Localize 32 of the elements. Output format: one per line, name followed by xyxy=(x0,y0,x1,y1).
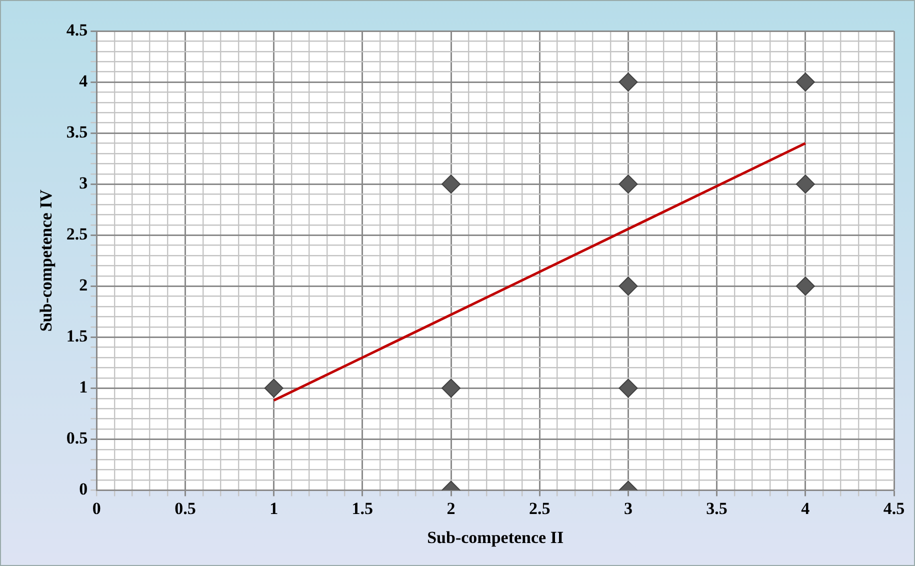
point xyxy=(796,72,815,92)
x-tick-label: 0 xyxy=(92,498,101,518)
point xyxy=(442,174,461,194)
y-tick-label: 1 xyxy=(79,378,88,397)
point xyxy=(264,378,284,398)
x-tick-label: 2 xyxy=(446,498,456,518)
x-tick-label: 0.5 xyxy=(174,498,196,518)
x-tick-label: 2.5 xyxy=(528,498,550,518)
y-tick-label: 2 xyxy=(79,276,88,294)
point xyxy=(618,174,638,194)
x-tick-label: 1.5 xyxy=(352,498,374,518)
y-tick-label: 2.5 xyxy=(66,224,88,244)
y-tick-label: 1.5 xyxy=(66,326,88,346)
y-axis-title: Sub-competence IV xyxy=(36,188,56,332)
point xyxy=(442,378,461,398)
x-tick-label: 3.5 xyxy=(706,498,728,518)
y-tick-label: 4.5 xyxy=(66,20,88,40)
x-tick-label: 3 xyxy=(624,498,632,518)
x-axis-title: Sub-competence II xyxy=(427,528,564,548)
point xyxy=(796,174,815,194)
y-tick-label: 4 xyxy=(79,71,88,90)
x-tick-label: 4 xyxy=(801,498,810,518)
x-tick-label: 1 xyxy=(270,498,278,518)
y-tick-label: 3 xyxy=(79,173,88,192)
y-tick-label: 0.5 xyxy=(66,428,88,448)
y-tick-label: 3.5 xyxy=(66,122,88,142)
point xyxy=(618,72,638,92)
x-tick-label: 4.5 xyxy=(883,498,905,518)
y-tick-label: 0 xyxy=(79,480,88,499)
point xyxy=(796,276,815,296)
point xyxy=(618,276,638,296)
point xyxy=(618,378,638,398)
